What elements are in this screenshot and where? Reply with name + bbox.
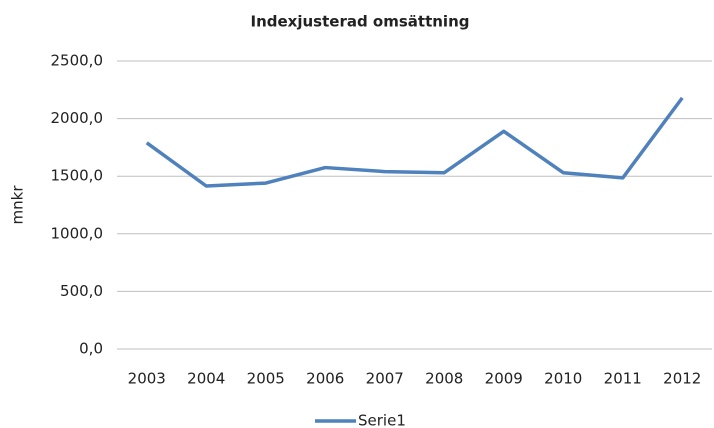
y-axis-label: mnkr: [9, 185, 27, 225]
x-tick-label: 2012: [663, 370, 701, 388]
x-tick-label: 2004: [187, 370, 225, 388]
y-tick-label: 2000,0: [51, 109, 104, 127]
x-tick-label: 2007: [366, 370, 404, 388]
x-tick-label: 2011: [604, 370, 642, 388]
y-tick-label: 1500,0: [51, 167, 104, 185]
chart-title: Indexjusterad omsättning: [251, 13, 470, 31]
y-tick-label: 1000,0: [51, 224, 104, 242]
series-line: [145, 96, 684, 188]
y-tick-label: 2500,0: [51, 52, 104, 70]
x-tick-label: 2003: [128, 370, 166, 388]
x-tick-label: 2010: [544, 370, 582, 388]
y-tick-label: 0,0: [79, 340, 103, 358]
x-tick-label: 2005: [247, 370, 285, 388]
x-tick-label: 2006: [306, 370, 344, 388]
y-tick-label: 500,0: [60, 282, 103, 300]
x-tick-label: 2009: [485, 370, 523, 388]
x-tick-label: 2008: [425, 370, 463, 388]
legend-label: Serie1: [358, 412, 406, 428]
